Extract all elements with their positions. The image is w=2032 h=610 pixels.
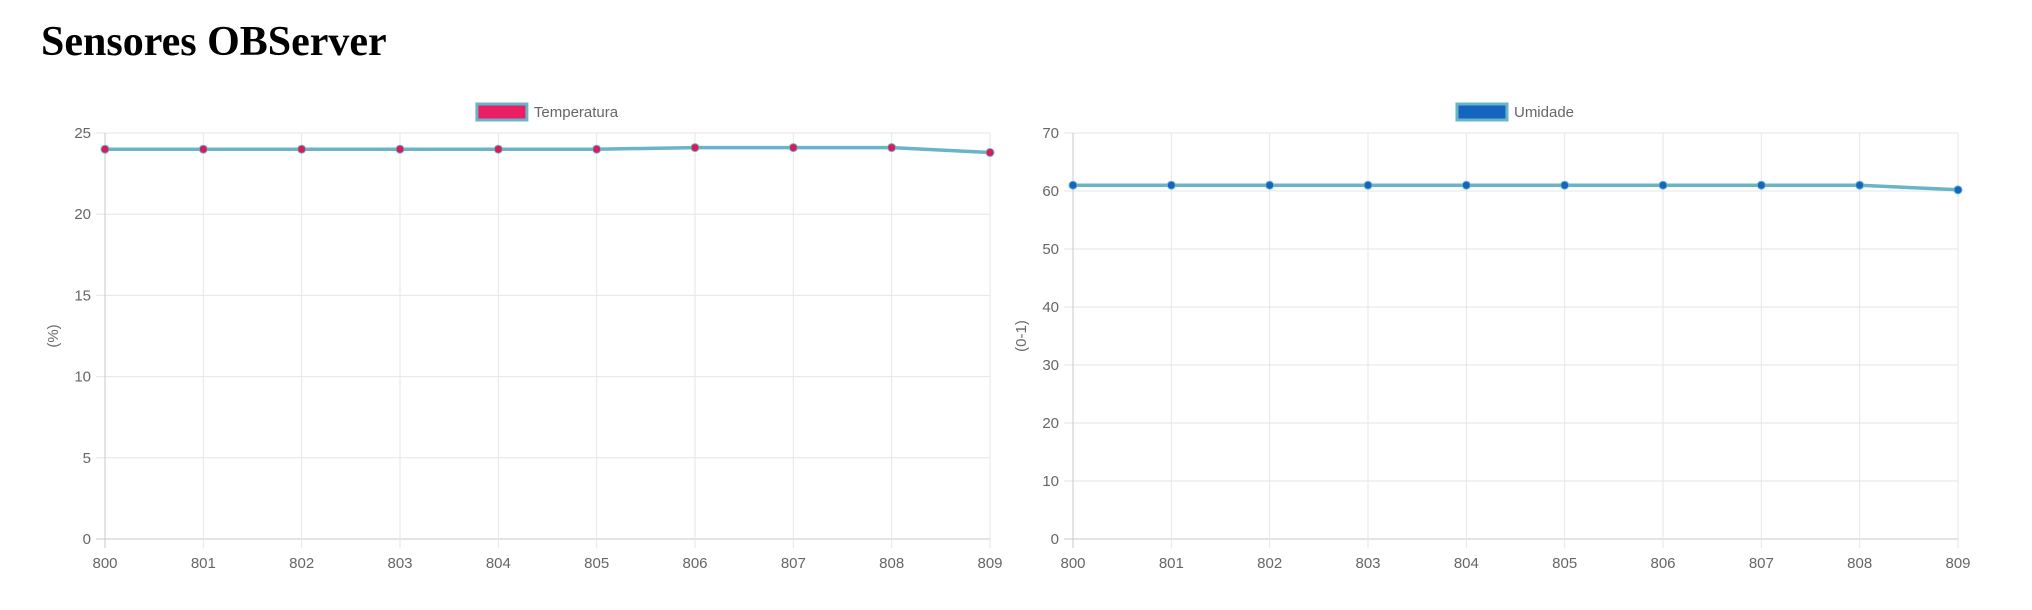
x-tick-label: 806 — [1650, 555, 1675, 572]
y-tick-label: 10 — [1042, 473, 1059, 490]
data-point — [788, 143, 798, 153]
data-point — [297, 144, 307, 154]
y-tick-label: 40 — [1042, 299, 1059, 316]
x-tick-label: 809 — [977, 555, 1002, 572]
legend-label[interactable]: Umidade — [1514, 104, 1574, 121]
y-tick-label: 0 — [83, 531, 91, 548]
data-point — [887, 143, 897, 153]
temperature-chart: 0 5 10 15 20 25 800 801 802 803 804 805 806 807 808 809… — [45, 102, 1003, 572]
y-tick-label: 15 — [74, 287, 91, 304]
x-tick-label: 808 — [1847, 555, 1872, 572]
y-tick-label: 5 — [83, 450, 91, 467]
x-tick-label: 800 — [1060, 555, 1085, 572]
data-point — [198, 144, 208, 154]
y-tick-label: 0 — [1051, 531, 1059, 548]
legend-label[interactable]: Temperatura — [534, 104, 619, 121]
x-tick-label: 802 — [289, 555, 314, 572]
data-point — [1068, 180, 1078, 190]
x-tick-label: 807 — [1749, 555, 1774, 572]
y-tick-label: 10 — [74, 369, 91, 386]
legend-swatch[interactable] — [1455, 102, 1509, 122]
data-point — [1363, 180, 1373, 190]
data-point — [395, 144, 405, 154]
y-tick-label: 25 — [74, 125, 91, 142]
y-tick-label: 70 — [1042, 125, 1059, 142]
humidity-chart: 0 10 20 30 40 50 60 70 800 801 802 803 804 805 806 807 8… — [1013, 102, 1971, 572]
x-tick-label: 807 — [781, 555, 806, 572]
y-tick-label: 20 — [74, 206, 91, 223]
x-tick-label: 801 — [191, 555, 216, 572]
x-tick-label: 803 — [1355, 555, 1380, 572]
x-tick-label: 809 — [1945, 555, 1970, 572]
data-point — [690, 143, 700, 153]
page-title: Sensores OBServer — [41, 19, 387, 65]
y-tick-label: 30 — [1042, 357, 1059, 374]
x-tick-label: 804 — [486, 555, 511, 572]
data-point — [1166, 180, 1176, 190]
data-point — [1265, 180, 1275, 190]
x-tick-label: 806 — [682, 555, 707, 572]
data-point — [985, 147, 995, 157]
y-axis-title: (%) — [45, 324, 62, 347]
y-tick-label: 60 — [1042, 183, 1059, 200]
series-line — [1073, 183, 1959, 192]
data-point — [1855, 180, 1865, 190]
data-point — [592, 144, 602, 154]
y-tick-label: 50 — [1042, 241, 1059, 258]
data-point — [1756, 180, 1766, 190]
legend-swatch[interactable] — [475, 102, 529, 122]
data-point — [100, 144, 110, 154]
x-tick-label: 802 — [1257, 555, 1282, 572]
y-tick-label: 20 — [1042, 415, 1059, 432]
x-tick-label: 808 — [879, 555, 904, 572]
data-point — [1658, 180, 1668, 190]
data-point — [1953, 185, 1963, 195]
data-point — [1461, 180, 1471, 190]
x-tick-label: 803 — [387, 555, 412, 572]
series-line — [105, 145, 991, 155]
y-axis-title: (0-1) — [1013, 320, 1030, 352]
data-point — [493, 144, 503, 154]
x-tick-label: 804 — [1454, 555, 1479, 572]
x-tick-label: 801 — [1159, 555, 1184, 572]
x-tick-label: 800 — [92, 555, 117, 572]
data-point — [1560, 180, 1570, 190]
x-tick-label: 805 — [584, 555, 609, 572]
x-tick-label: 805 — [1552, 555, 1577, 572]
